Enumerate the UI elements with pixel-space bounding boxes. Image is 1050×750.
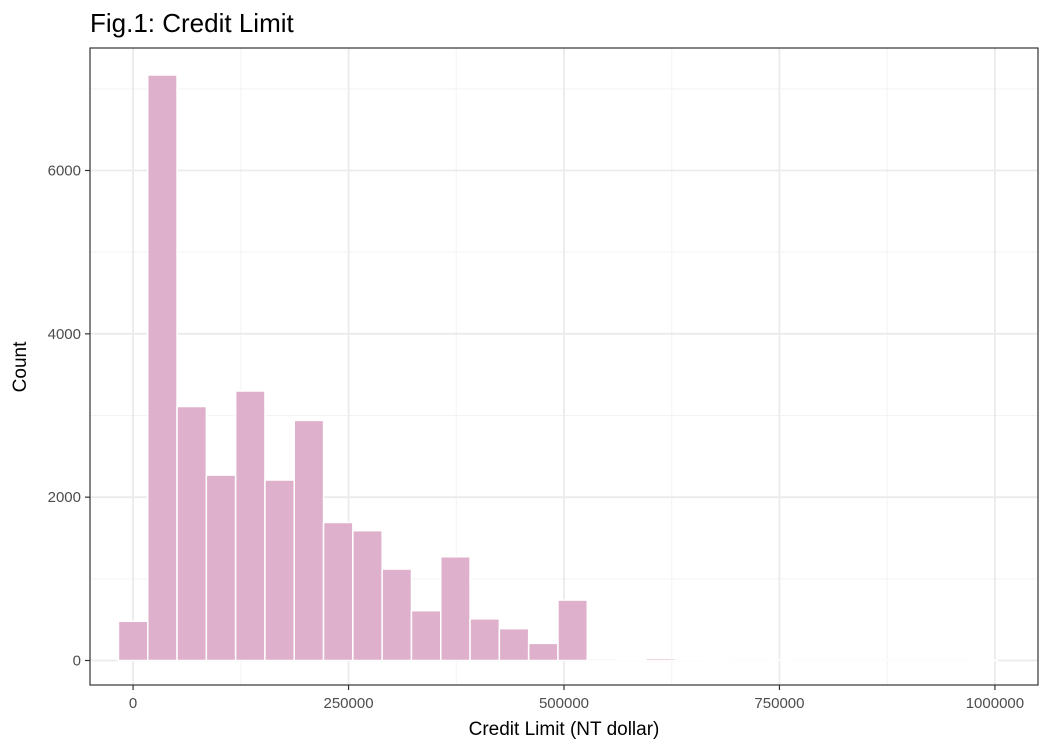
- histogram-bar: [645, 657, 676, 662]
- y-tick-label: 2000: [48, 489, 81, 506]
- histogram-bar: [293, 419, 325, 662]
- x-tick-label: 0: [129, 695, 137, 712]
- histogram-bar: [469, 618, 501, 662]
- histogram-bar: [322, 521, 354, 662]
- histogram-bar: [264, 479, 296, 662]
- histogram-bar: [176, 405, 208, 662]
- y-tick-label: 4000: [48, 326, 81, 343]
- y-tick-label: 6000: [48, 163, 81, 180]
- histogram-bar: [381, 568, 413, 662]
- y-axis: 0 2000 4000 6000: [48, 163, 90, 670]
- x-axis-title: Credit Limit (NT dollar): [469, 719, 660, 740]
- chart-title: Fig.1: Credit Limit: [90, 8, 294, 38]
- histogram-bar: [586, 658, 618, 662]
- histogram-bar: [146, 74, 178, 662]
- histogram-bar: [557, 599, 589, 662]
- histogram-bars: [117, 74, 999, 662]
- y-axis-title: Count: [10, 341, 31, 392]
- histogram-bar: [234, 390, 266, 662]
- histogram-bar: [440, 556, 471, 662]
- histogram-bar: [117, 620, 149, 662]
- x-tick-label: 750000: [754, 695, 804, 712]
- histogram-bar: [498, 627, 530, 662]
- histogram-bar: [205, 474, 237, 662]
- x-tick-label: 250000: [324, 695, 374, 712]
- x-axis: 0 250000 500000 750000 1000000: [129, 685, 1024, 712]
- x-tick-label: 1000000: [966, 695, 1024, 712]
- histogram-bar: [352, 529, 383, 662]
- x-tick-label: 500000: [539, 695, 589, 712]
- histogram-bar: [527, 642, 559, 662]
- histogram-bar: [410, 609, 442, 662]
- y-tick-label: 0: [73, 653, 81, 670]
